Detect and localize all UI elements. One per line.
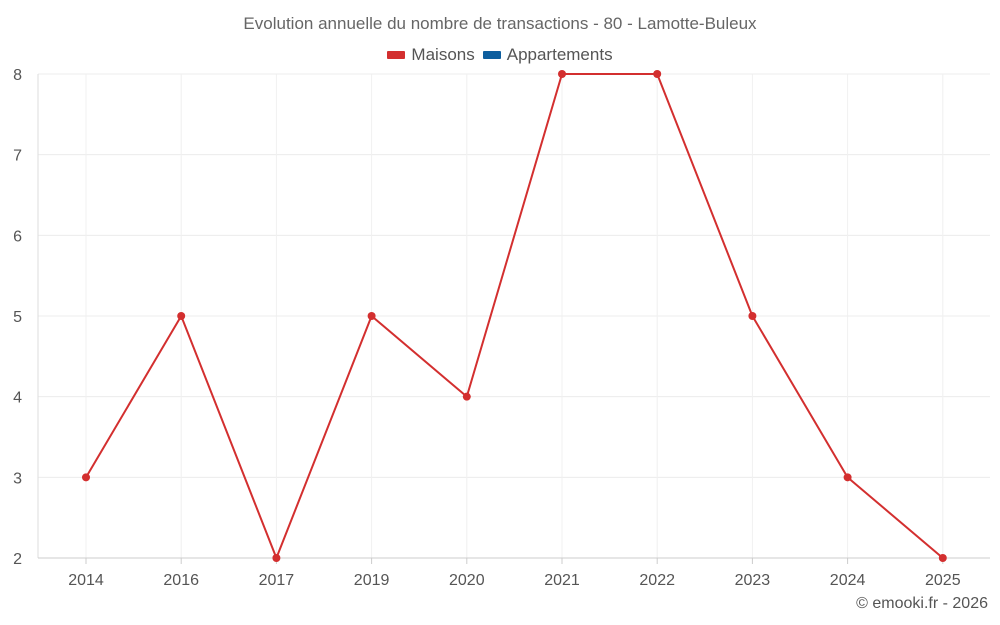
data-point-maisons-2022[interactable] xyxy=(653,70,662,78)
data-point-maisons-2025[interactable] xyxy=(938,554,947,562)
data-point-maisons-2021[interactable] xyxy=(558,70,566,78)
legend-swatch-appartements xyxy=(482,51,501,59)
data-point-maisons-2023[interactable] xyxy=(748,312,757,320)
y-tick-label-5: 5 xyxy=(13,309,22,326)
x-tick-label-2017: 2017 xyxy=(259,572,295,589)
x-tick-label-2022: 2022 xyxy=(639,572,675,589)
legend-label-appartements: Appartements xyxy=(506,45,613,64)
series-layer xyxy=(82,70,947,562)
data-point-maisons-2014[interactable] xyxy=(82,473,90,482)
x-tick-label-2021: 2021 xyxy=(544,572,580,589)
data-point-maisons-2017[interactable] xyxy=(272,554,281,562)
y-tick-label-6: 6 xyxy=(13,228,22,245)
data-point-maisons-2016[interactable] xyxy=(177,312,186,320)
data-point-maisons-2024[interactable] xyxy=(843,473,852,482)
axis-layer: 2 3 4 5 6 7 8 2014 2016 2017 2019 2020 2021 2022 2023 2… xyxy=(13,67,990,589)
chart-legend: Maisons Appartements xyxy=(0,45,1000,65)
data-point-maisons-2020[interactable] xyxy=(462,392,471,401)
x-tick-label-2020: 2020 xyxy=(449,572,485,589)
y-tick-label-3: 3 xyxy=(13,470,22,487)
legend-item-maisons[interactable]: Maisons xyxy=(387,45,475,65)
legend-swatch-maisons xyxy=(387,51,406,59)
x-tick-label-2023: 2023 xyxy=(735,572,771,589)
x-tick-label-2014: 2014 xyxy=(68,572,104,589)
data-point-maisons-2019[interactable] xyxy=(367,312,376,320)
x-tick-label-2019: 2019 xyxy=(354,572,390,589)
legend-label-maisons: Maisons xyxy=(411,45,475,64)
chart-title: Evolution annuelle du nombre de transact… xyxy=(243,14,757,33)
y-tick-label-2: 2 xyxy=(13,551,22,568)
x-tick-label-2025: 2025 xyxy=(925,572,961,589)
credit-text: © emooki.fr - 2026 xyxy=(856,595,988,612)
x-tick-label-2016: 2016 xyxy=(163,572,199,589)
y-tick-label-4: 4 xyxy=(13,390,22,407)
legend-item-appartements[interactable]: Appartements xyxy=(482,45,613,65)
series-line-maisons xyxy=(85,73,944,559)
y-tick-label-8: 8 xyxy=(13,67,22,84)
x-tick-label-2024: 2024 xyxy=(830,572,866,589)
y-tick-label-7: 7 xyxy=(13,148,22,165)
